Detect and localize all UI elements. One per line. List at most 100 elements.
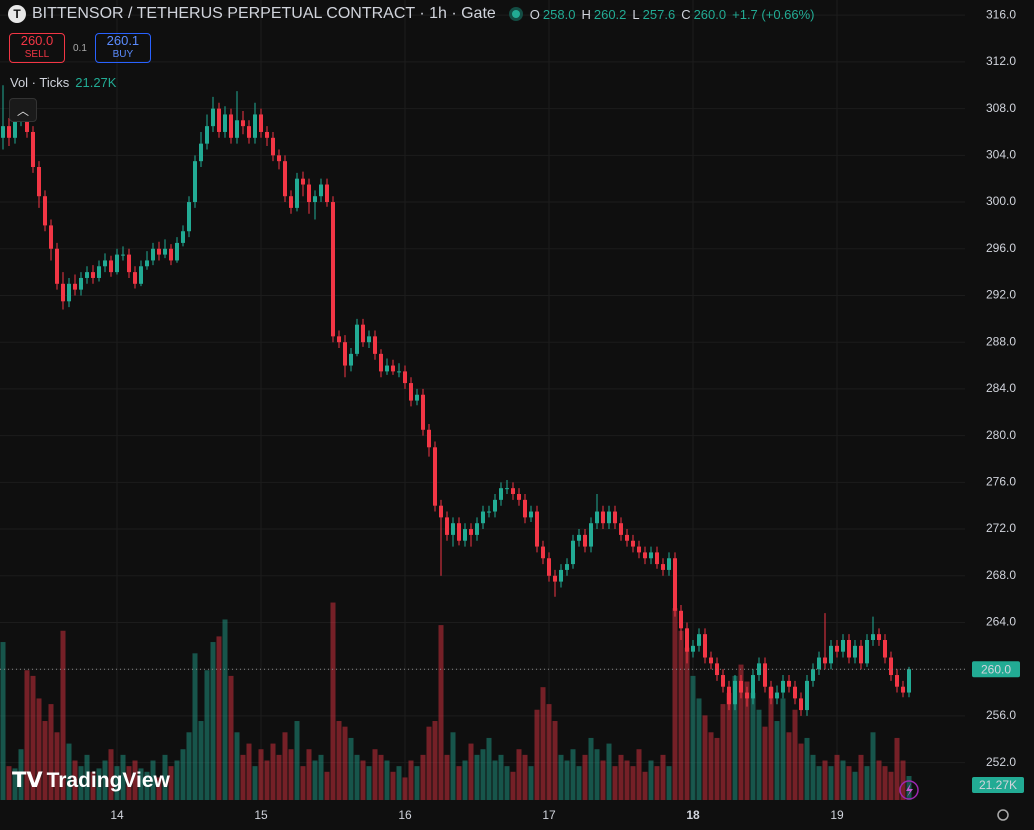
alert-icon[interactable] <box>899 780 919 800</box>
candle-body <box>907 669 911 693</box>
volume-bar <box>276 754 282 800</box>
candle-body <box>133 272 137 284</box>
volume-bar <box>246 743 252 800</box>
y-tick-label: 268.0 <box>986 568 1016 582</box>
volume-bar <box>132 760 138 800</box>
volume-bar <box>846 766 852 800</box>
volume-bar <box>324 771 330 800</box>
x-tick-label: 14 <box>110 808 124 822</box>
candle-body <box>451 523 455 535</box>
volume-bar <box>672 608 678 800</box>
volume-bar <box>84 754 90 800</box>
candle-body <box>613 511 617 524</box>
candle-body <box>361 324 365 343</box>
volume-bar <box>486 737 492 800</box>
volume-bar <box>234 732 240 800</box>
candle-body <box>619 523 623 535</box>
volume-bar <box>576 766 582 800</box>
candle-body <box>355 324 359 354</box>
volume-bar <box>768 687 774 800</box>
candle-body <box>193 161 197 203</box>
buy-button[interactable]: 260.1 BUY <box>94 33 151 63</box>
candle-body <box>559 569 563 582</box>
candle-body <box>211 108 215 127</box>
volume-bar <box>618 754 624 800</box>
candle-body <box>427 429 431 448</box>
volume-bar <box>258 749 264 800</box>
volume-bar <box>660 754 666 800</box>
candle-body <box>589 523 593 547</box>
volume-bar <box>54 732 60 800</box>
volume-bar <box>582 754 588 800</box>
candle-body <box>853 645 857 658</box>
candle-body <box>823 657 827 664</box>
candle-body <box>883 640 887 658</box>
volume-bar <box>162 754 168 800</box>
volume-bar <box>474 754 480 800</box>
price-tag <box>972 661 1020 678</box>
y-tick-label: 252.0 <box>986 755 1016 769</box>
volume-bar <box>264 760 270 800</box>
volume-bar <box>624 760 630 800</box>
candle-body <box>865 640 869 664</box>
volume-bar <box>666 766 672 800</box>
volume-bar <box>654 766 660 800</box>
ohlc-key: C <box>681 6 691 22</box>
y-tick-label: 280.0 <box>986 428 1016 442</box>
volume-bar <box>870 732 876 800</box>
candle-body <box>433 447 437 506</box>
volume-bar <box>732 675 738 800</box>
candle-body <box>151 248 155 261</box>
volume-bar <box>252 766 258 800</box>
candle-body <box>673 558 677 611</box>
candle-body <box>511 488 515 495</box>
candle-body <box>871 634 875 640</box>
volume-bar <box>288 749 294 800</box>
candle-body <box>235 120 239 138</box>
volume-bar <box>270 743 276 800</box>
candle-body <box>241 120 245 127</box>
candle-body <box>661 564 665 570</box>
volume-bar <box>798 743 804 800</box>
candle-body <box>763 663 767 687</box>
candle-body <box>157 248 161 255</box>
volume-bar <box>498 754 504 800</box>
volume-bar <box>390 771 396 800</box>
candle-body <box>829 645 833 664</box>
volume-bar <box>510 771 516 800</box>
volume-bar <box>330 602 336 800</box>
volume-bar <box>420 754 426 800</box>
settings-icon[interactable] <box>997 809 1009 821</box>
collapse-button[interactable]: ︿ <box>9 98 37 122</box>
candle-body <box>103 260 107 267</box>
candle-body <box>751 675 755 699</box>
candle-body <box>391 365 395 372</box>
volume-bar <box>642 771 648 800</box>
volume-bar <box>840 760 846 800</box>
candle-body <box>379 353 383 372</box>
volume-bar <box>450 732 456 800</box>
volume-bar <box>444 754 450 800</box>
volume-bar <box>6 766 12 800</box>
x-tick-label: 16 <box>398 808 412 822</box>
volume-bar <box>756 709 762 800</box>
volume-bar <box>678 630 684 800</box>
candle-body <box>91 272 95 278</box>
volume-bar <box>108 749 114 800</box>
candle-body <box>199 143 203 162</box>
candle-body <box>1 126 5 138</box>
candle-body <box>487 511 491 513</box>
volume-legend: Vol · Ticks 21.27K <box>10 75 116 90</box>
candle-body <box>649 552 653 559</box>
candle-body <box>37 167 41 197</box>
volume-bar <box>354 754 360 800</box>
candle-body <box>85 272 89 278</box>
candle-body <box>385 365 389 372</box>
volume-bar <box>192 653 198 800</box>
candle-body <box>679 610 683 629</box>
volume-bar <box>858 754 864 800</box>
volume-bar <box>300 766 306 800</box>
volume-bar <box>594 749 600 800</box>
candle-body <box>685 628 689 652</box>
sell-button[interactable]: 260.0 SELL <box>9 33 65 63</box>
